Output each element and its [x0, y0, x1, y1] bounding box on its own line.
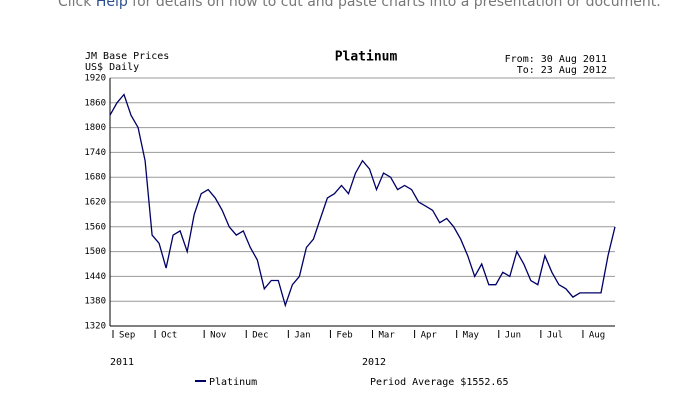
y-tick-label: 1380: [84, 297, 106, 307]
x-tick-label: Dec: [252, 331, 268, 341]
header-prefix: Click: [58, 0, 96, 10]
help-link[interactable]: Help: [95, 0, 128, 10]
y-tick-label: 1920: [84, 74, 106, 84]
y-tick-label: 1320: [84, 322, 106, 332]
y-tick-label: 1860: [84, 98, 106, 108]
x-tick-label: Mar: [379, 331, 396, 341]
source-line: US$ Daily: [85, 62, 139, 73]
y-tick-label: 1680: [84, 173, 106, 183]
x-tick-label: Sep: [119, 331, 135, 341]
header-suffix: for details on how to cut and paste char…: [127, 0, 661, 10]
y-tick-label: 1740: [84, 148, 106, 158]
x-tick-label: Apr: [421, 331, 438, 341]
year-label: 2012: [362, 357, 386, 368]
year-label: 2011: [110, 357, 134, 368]
x-tick-label: Nov: [210, 331, 226, 341]
header: Click Help for details on how to cut and…: [58, 0, 661, 10]
range-line: From: 30 Aug 2011: [505, 54, 607, 65]
y-tick-label: 1800: [84, 123, 106, 133]
source-line: JM Base Prices: [85, 51, 169, 62]
x-tick-label: Jan: [294, 331, 310, 341]
x-tick-label: Jun: [505, 331, 521, 341]
chart-title: Platinum: [335, 50, 398, 65]
y-tick-label: 1560: [84, 222, 106, 232]
x-tick-label: Feb: [336, 331, 352, 341]
x-tick-label: Oct: [161, 331, 177, 341]
x-tick-label: Jul: [547, 331, 563, 341]
y-tick-label: 1440: [84, 272, 106, 282]
legend-label: Platinum: [209, 377, 257, 388]
y-tick-label: 1500: [84, 247, 106, 257]
x-tick-label: May: [463, 331, 480, 341]
x-tick-label: Aug: [589, 331, 605, 341]
period-average: Period Average $1552.65: [370, 377, 508, 388]
price-line: [109, 93, 616, 308]
y-tick-label: 1620: [84, 198, 106, 208]
range-line: To: 23 Aug 2012: [517, 65, 607, 76]
